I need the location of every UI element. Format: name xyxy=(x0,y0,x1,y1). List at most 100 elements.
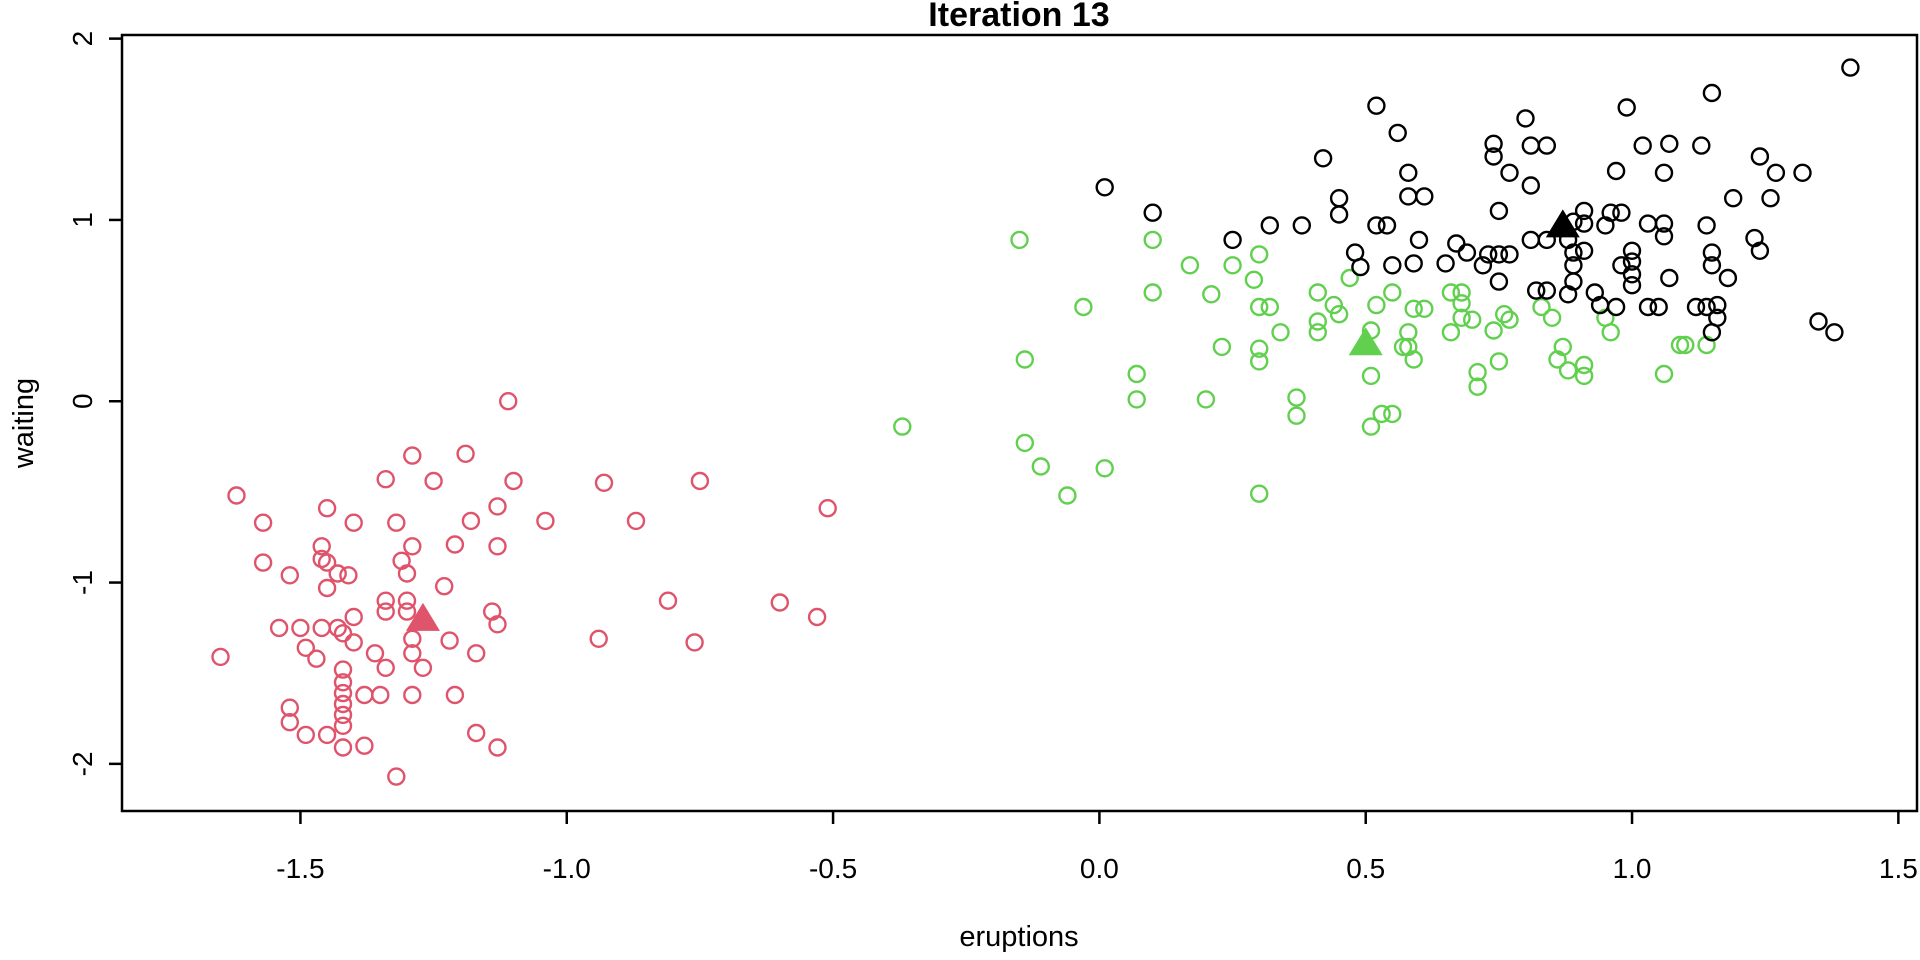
data-point-cluster-3-black xyxy=(1415,187,1434,206)
data-point-cluster-2-green xyxy=(1548,350,1567,369)
x-axis-tick-label: 0.0 xyxy=(1080,853,1119,884)
y-axis-label: waiting xyxy=(8,378,40,469)
data-point-cluster-3-black xyxy=(1702,323,1722,342)
data-point-cluster-1-red xyxy=(211,647,230,667)
data-point-cluster-1-red xyxy=(397,591,417,610)
data-point-cluster-3-black xyxy=(1537,136,1557,155)
data-point-cluster-3-black xyxy=(1351,257,1370,277)
data-point-cluster-1-red xyxy=(269,618,289,638)
data-point-cluster-1-red xyxy=(397,564,417,583)
data-point-cluster-3-black xyxy=(1622,265,1642,284)
data-point-cluster-2-green xyxy=(1287,388,1306,407)
data-point-cluster-2-green xyxy=(1308,323,1328,342)
data-point-cluster-1-red xyxy=(333,673,353,692)
data-point-cluster-3-black xyxy=(1436,254,1455,273)
data-point-cluster-1-red xyxy=(413,658,433,677)
data-point-cluster-3-black xyxy=(1526,281,1546,300)
data-point-cluster-2-green xyxy=(1558,361,1578,380)
x-axis-label: eruptions xyxy=(959,921,1078,953)
data-point-cluster-2-green xyxy=(1095,459,1114,478)
data-point-cluster-2-green xyxy=(1260,297,1280,317)
data-point-cluster-3-black xyxy=(1478,245,1498,264)
data-point-cluster-1-red xyxy=(280,566,299,585)
data-point-cluster-3-black xyxy=(1649,297,1668,317)
data-point-cluster-2-green xyxy=(1676,335,1695,355)
centroid-black-marker xyxy=(1545,209,1580,238)
data-point-cluster-2-green xyxy=(1361,417,1381,436)
data-point-cluster-3-black xyxy=(1521,176,1541,195)
data-point-cluster-3-black xyxy=(1388,123,1407,143)
data-point-cluster-1-red xyxy=(227,486,246,505)
data-point-cluster-3-black xyxy=(1697,216,1716,235)
data-point-cluster-1-red xyxy=(504,471,523,491)
centroid-markers-layer xyxy=(405,209,1580,631)
data-point-cluster-1-red xyxy=(333,683,353,703)
data-point-cluster-3-black xyxy=(1484,134,1503,154)
data-point-cluster-1-red xyxy=(291,618,310,638)
data-point-cluster-3-black xyxy=(1622,252,1642,271)
data-point-cluster-3-black xyxy=(1750,147,1770,166)
x-axis-tick-label: -1.0 xyxy=(543,853,591,884)
data-point-cluster-2-green xyxy=(1249,352,1269,371)
data-point-cluster-1-red xyxy=(440,631,459,650)
data-point-cluster-3-black xyxy=(1574,241,1594,261)
data-point-cluster-1-red xyxy=(536,511,555,531)
data-point-cluster-2-green xyxy=(1367,295,1386,315)
data-point-cluster-1-red xyxy=(690,471,710,491)
x-axis-tick-label: 0.5 xyxy=(1346,853,1385,884)
data-point-cluster-1-red xyxy=(280,713,299,732)
y-axis-tick-label: 2 xyxy=(67,31,98,47)
data-point-cluster-3-black xyxy=(1622,241,1642,261)
data-point-cluster-3-black xyxy=(1654,227,1674,246)
data-point-cluster-2-green xyxy=(1574,366,1594,386)
data-point-cluster-2-green xyxy=(1361,366,1381,386)
data-point-cluster-2-green xyxy=(1249,484,1269,503)
data-point-cluster-1-red xyxy=(488,537,507,556)
plot-frame xyxy=(120,33,1919,813)
data-point-cluster-2-green xyxy=(1244,270,1264,289)
data-point-cluster-2-green xyxy=(1074,297,1093,317)
centroid-green-marker xyxy=(1348,327,1383,356)
data-point-cluster-3-black xyxy=(1718,268,1738,288)
data-point-cluster-3-black xyxy=(1708,295,1727,315)
data-point-cluster-2-green xyxy=(1324,295,1344,315)
data-point-cluster-3-black xyxy=(1697,297,1716,317)
data-point-cluster-3-black xyxy=(1750,241,1770,261)
data-point-cluster-3-black xyxy=(1793,163,1812,183)
data-point-cluster-2-green xyxy=(1532,297,1551,317)
data-point-cluster-2-green xyxy=(1383,283,1402,302)
data-point-cluster-2-green xyxy=(1654,364,1674,384)
data-point-cluster-1-red xyxy=(307,649,326,668)
data-point-cluster-3-black xyxy=(1766,163,1786,183)
data-point-cluster-1-red xyxy=(461,511,481,531)
data-point-cluster-2-green xyxy=(1127,364,1146,384)
data-point-cluster-2-green xyxy=(1308,312,1328,331)
data-point-cluster-3-black xyxy=(1841,58,1860,77)
data-point-cluster-1-red xyxy=(371,685,390,705)
data-point-cluster-3-black xyxy=(1660,268,1679,288)
data-point-cluster-3-black xyxy=(1809,312,1828,331)
data-point-cluster-2-green xyxy=(1441,323,1461,342)
data-point-cluster-3-black xyxy=(1260,216,1280,235)
data-point-cluster-3-black xyxy=(1329,205,1349,224)
data-point-cluster-1-red xyxy=(807,607,827,627)
data-point-cluster-3-black xyxy=(1484,147,1503,166)
data-point-cluster-1-red xyxy=(488,615,507,634)
data-point-cluster-1-red xyxy=(280,698,299,717)
x-axis-tick-label: 1.0 xyxy=(1613,853,1652,884)
data-point-cluster-2-green xyxy=(1058,486,1077,505)
data-point-cluster-1-red xyxy=(456,444,475,463)
data-point-cluster-1-red xyxy=(424,471,443,491)
data-point-cluster-2-green xyxy=(1143,283,1162,302)
data-point-cluster-1-red xyxy=(339,566,358,585)
data-point-cluster-2-green xyxy=(1462,310,1482,329)
data-point-cluster-2-green xyxy=(1010,230,1029,250)
data-point-cluster-3-black xyxy=(1660,134,1679,154)
data-point-cluster-1-red xyxy=(589,629,608,648)
data-point-cluster-1-red xyxy=(467,723,486,743)
data-point-cluster-1-red xyxy=(403,446,422,465)
data-point-cluster-3-black xyxy=(1399,187,1418,206)
data-point-cluster-3-black xyxy=(1095,178,1114,197)
data-point-cluster-3-black xyxy=(1516,109,1535,128)
